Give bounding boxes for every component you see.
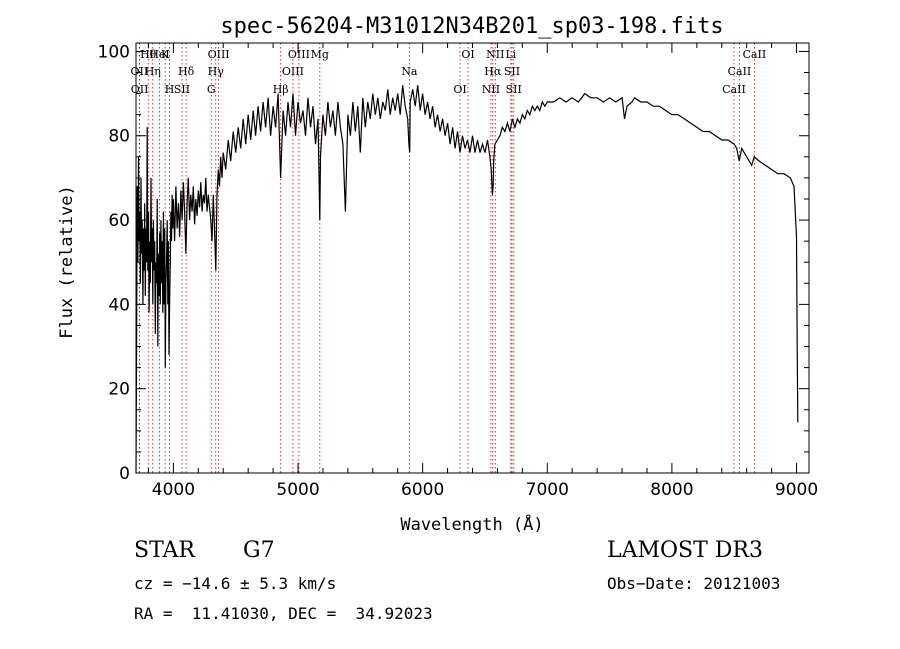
line-label: Hη	[145, 65, 161, 78]
line-label: OI	[461, 48, 474, 61]
coordinates: RA = 11.41030, DEC = 34.92023	[134, 604, 433, 623]
x-tick-label: 9000	[775, 480, 818, 500]
y-tick-label: 40	[108, 295, 130, 315]
x-tick-label: 8000	[650, 480, 693, 500]
line-label: G	[207, 83, 216, 96]
y-tick-label: 20	[108, 380, 130, 400]
y-tick-label: 60	[108, 211, 130, 231]
x-axis-label: Wavelength (Å)	[400, 513, 543, 535]
chart-title: spec-56204-M31012N34B201_sp03-198.fits	[220, 14, 723, 39]
plot-frame	[135, 42, 810, 474]
y-tick-label: 0	[119, 464, 130, 484]
x-tick-label: 7000	[526, 480, 569, 500]
line-label: NII	[486, 48, 504, 61]
line-label: Na	[401, 65, 418, 78]
line-label: OIII	[282, 65, 304, 78]
line-label: SII	[174, 83, 190, 96]
y-axis: 0 20 40 60 80 100	[98, 42, 809, 484]
line-label: OII	[131, 83, 149, 96]
y-axis-label: Flux (relative)	[57, 185, 77, 339]
line-label: NII	[482, 83, 500, 96]
line-label: Hα	[484, 65, 502, 78]
object-subclass: G7	[243, 538, 275, 563]
line-label: Hγ	[208, 65, 225, 78]
line-label: CaII	[722, 83, 746, 96]
x-axis: 4000 5000 6000 7000 8000 9000	[147, 43, 818, 500]
x-tick-label: 5000	[276, 480, 319, 500]
line-label: CaII	[743, 48, 767, 61]
line-label: Li	[505, 48, 516, 61]
line-label: SII	[506, 83, 522, 96]
line-label: Hβ	[273, 83, 289, 96]
y-tick-label: 100	[98, 42, 130, 62]
line-label: OI	[453, 83, 466, 96]
line-label: SII	[504, 65, 520, 78]
line-label: Mg	[311, 48, 329, 61]
observation-date: Obs−Date: 20121003	[607, 574, 781, 593]
redshift-value: cz = −14.6 ± 5.3 km/s	[134, 574, 337, 593]
line-label: H	[165, 83, 175, 96]
x-tick-label: 6000	[401, 480, 444, 500]
line-label: Hδ	[178, 65, 195, 78]
flux-line	[135, 85, 799, 474]
line-label: HeI	[149, 48, 169, 61]
object-class: STAR	[134, 538, 195, 563]
line-label: CaII	[728, 65, 752, 78]
line-label: OII	[131, 65, 149, 78]
x-tick-label: 4000	[152, 480, 195, 500]
line-labels: HθOIIOIIKHηHHeIHδSIIOIIIHγGOIIIOIIIHβMgN…	[131, 48, 767, 96]
line-label: OIII	[288, 48, 310, 61]
line-label: OIII	[208, 48, 230, 61]
line-label: K	[161, 48, 170, 61]
survey-name: LAMOST DR3	[607, 538, 763, 563]
y-tick-label: 80	[108, 127, 130, 147]
